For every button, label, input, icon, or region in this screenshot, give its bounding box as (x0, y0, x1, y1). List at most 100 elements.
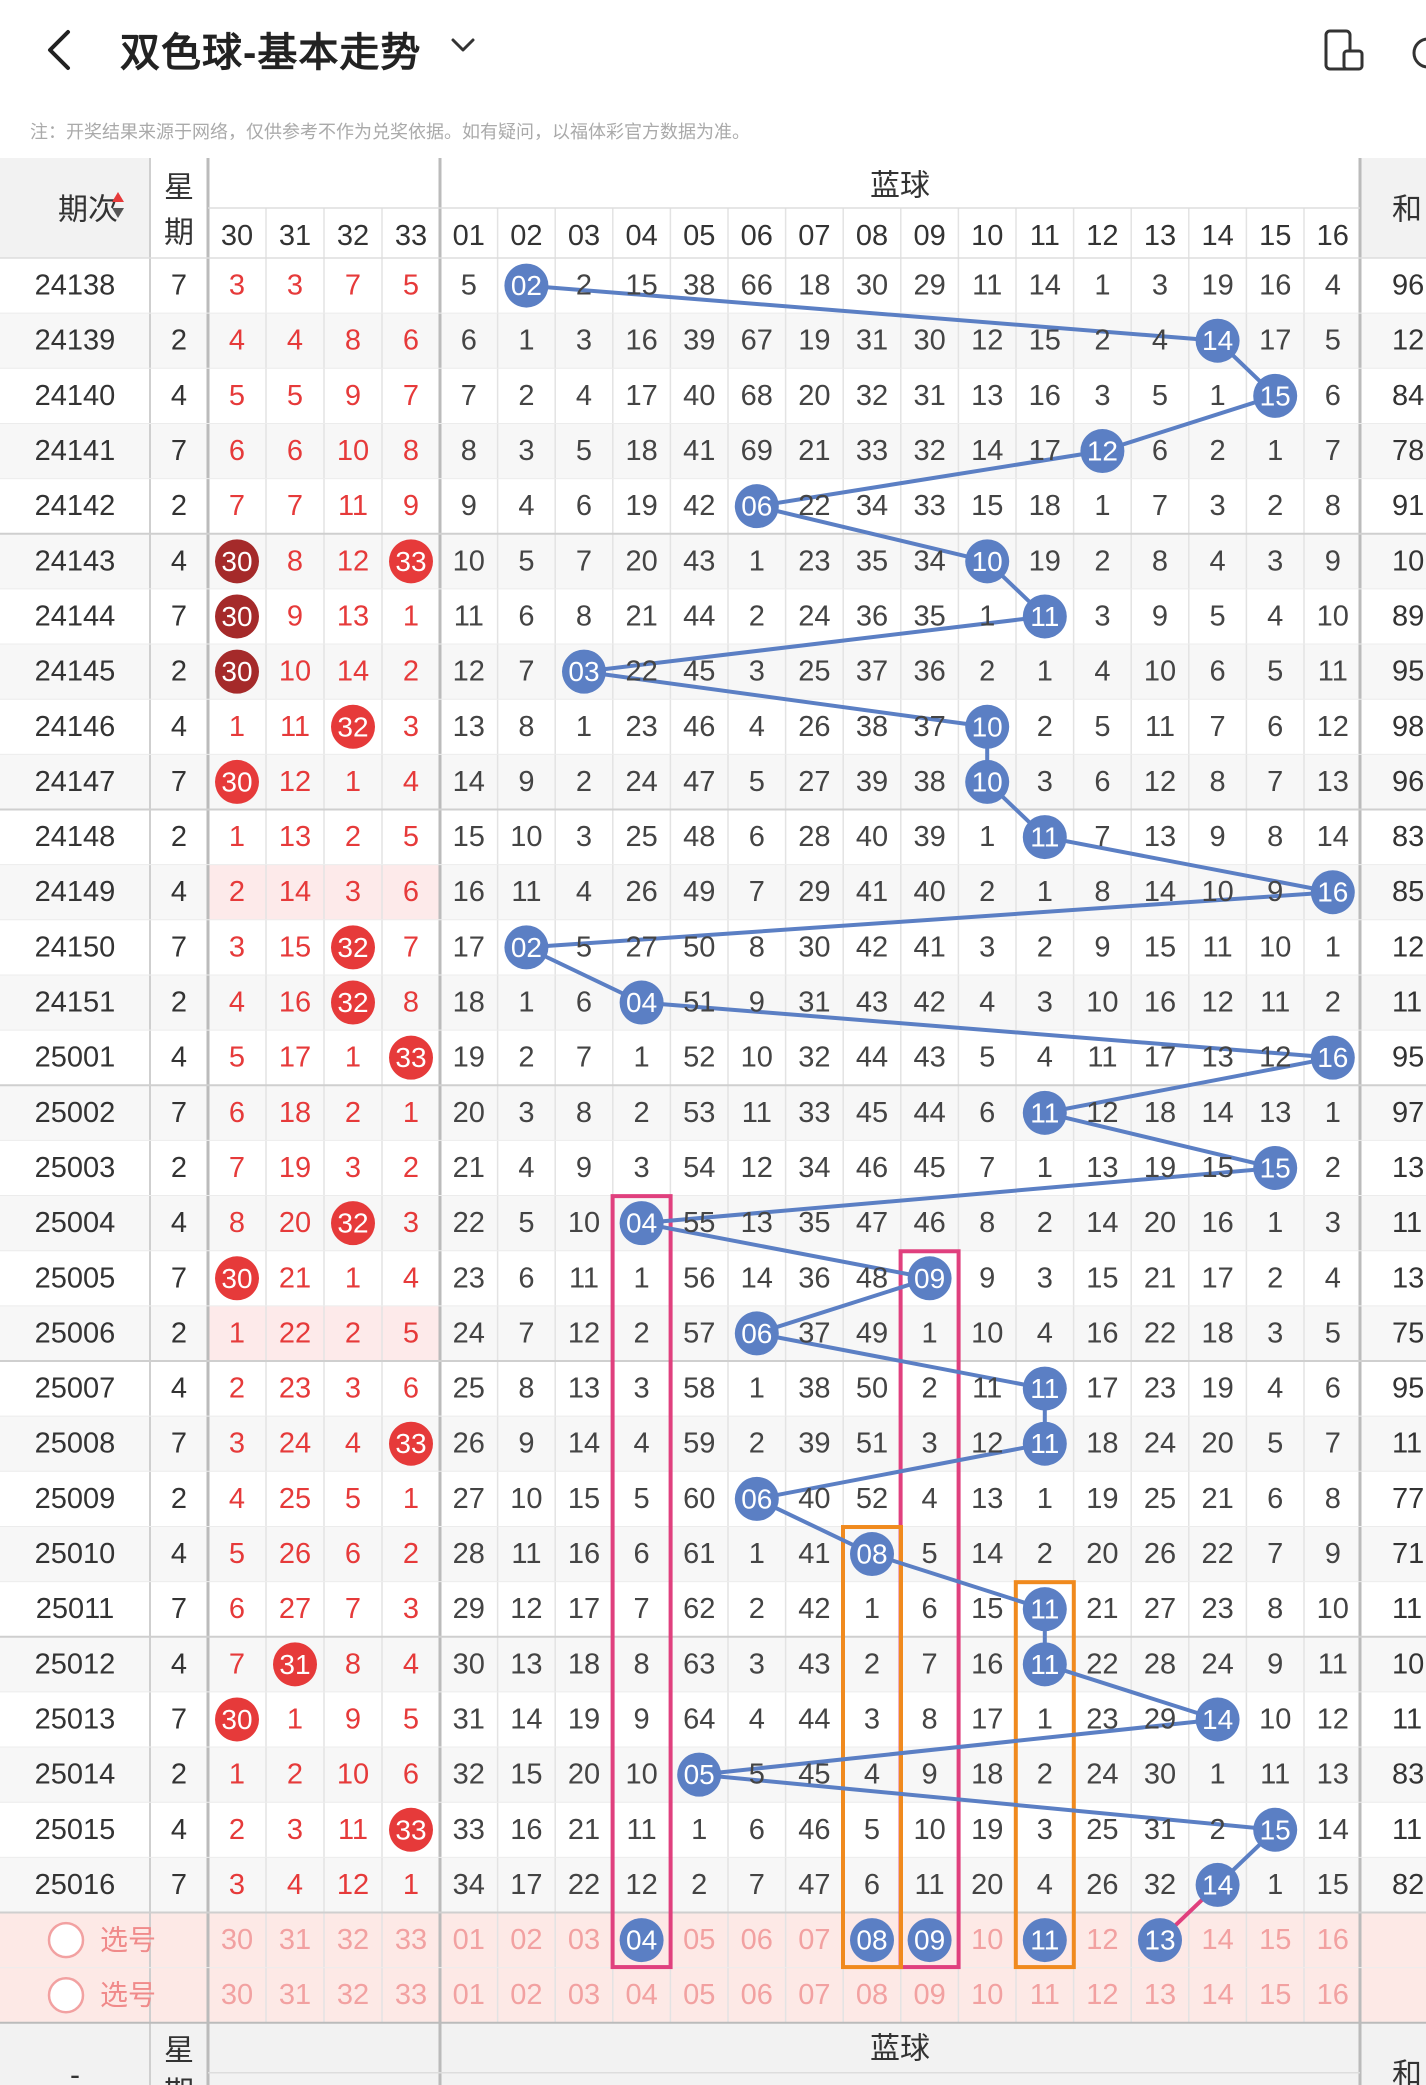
blue-miss-count: 12 (971, 325, 1003, 357)
blue-hit-ball (1253, 1145, 1298, 1190)
select-blue-option[interactable]: 05 (683, 1979, 715, 2011)
blue-miss-count: 26 (453, 1428, 485, 1460)
select-red-option[interactable]: 31 (279, 1979, 311, 2011)
selected-blue-number[interactable]: 08 (856, 1925, 887, 1956)
select-blue-option[interactable]: 04 (625, 1979, 657, 2011)
selected-blue-ball[interactable] (1022, 1918, 1067, 1963)
more-button[interactable] (1408, 27, 1426, 77)
red-miss-count: 2 (345, 1097, 361, 1129)
select-red-option[interactable]: 30 (221, 1924, 253, 1956)
blue-miss-count: 15 (453, 821, 485, 853)
select-blue-option[interactable]: 11 (1030, 1979, 1060, 2011)
select-blue-option[interactable]: 12 (1086, 1924, 1118, 1956)
blue-miss-count: 14 (1029, 270, 1061, 302)
blue-miss-count: 69 (741, 435, 773, 467)
blue-miss-count: 42 (798, 1593, 830, 1625)
red-miss-count: 24 (279, 1428, 311, 1460)
chevron-down-icon (451, 38, 475, 52)
back-button[interactable] (40, 22, 80, 78)
sort-icon[interactable] (112, 192, 124, 218)
issue-number: 24140 (35, 380, 116, 412)
select-blue-option[interactable]: 08 (856, 1979, 888, 2011)
select-blue-option[interactable]: 10 (971, 1979, 1003, 2011)
footer-week-header-1: 星 (164, 2034, 194, 2067)
select-radio[interactable] (47, 1921, 85, 1959)
blue-hit-number: 11 (1030, 1649, 1059, 1680)
blue-miss-count: 8 (979, 1207, 995, 1239)
select-red-option[interactable]: 33 (395, 1979, 427, 2011)
sum-value: 91 (1392, 490, 1424, 522)
blue-miss-count: 6 (518, 600, 534, 632)
select-blue-option[interactable]: 07 (798, 1924, 830, 1956)
red-miss-count: 3 (345, 876, 361, 908)
red-miss-count: 15 (279, 931, 311, 963)
blue-miss-count: 1 (864, 1593, 880, 1625)
blue-miss-count: 19 (568, 1703, 600, 1735)
blue-miss-count: 3 (1037, 1814, 1053, 1846)
select-blue-option[interactable]: 01 (453, 1979, 485, 2011)
select-blue-option[interactable]: 15 (1259, 1979, 1291, 2011)
blue-miss-count: 24 (798, 600, 830, 632)
select-blue-option[interactable]: 09 (913, 1979, 945, 2011)
blue-miss-count: 2 (576, 270, 592, 302)
sum-value: 10 (1392, 545, 1424, 577)
select-blue-option[interactable]: 06 (741, 1979, 773, 2011)
select-blue-option[interactable]: 03 (568, 1924, 600, 1956)
blue-hit-ball (1253, 373, 1298, 418)
select-blue-option[interactable]: 14 (1201, 1924, 1233, 1956)
select-blue-option[interactable]: 13 (1144, 1979, 1176, 2011)
blue-miss-count: 4 (864, 1759, 880, 1791)
blue-miss-count: 20 (625, 545, 657, 577)
selected-blue-ball[interactable] (619, 1918, 664, 1963)
select-blue-option[interactable]: 16 (1317, 1979, 1349, 2011)
red-miss-count: 8 (403, 987, 419, 1019)
blue-hit-number: 08 (856, 1539, 887, 1570)
select-blue-option[interactable]: 16 (1317, 1924, 1349, 1956)
select-blue-option[interactable]: 01 (453, 1924, 485, 1956)
selected-blue-number[interactable]: 09 (914, 1925, 945, 1956)
select-radio[interactable] (47, 1976, 85, 2014)
blue-miss-count: 6 (1210, 656, 1226, 688)
blue-miss-count: 52 (683, 1042, 715, 1074)
blue-miss-count: 11 (742, 1097, 772, 1129)
blue-miss-count: 19 (1144, 1152, 1176, 1184)
select-label[interactable]: 选号 (100, 1980, 156, 2011)
selected-blue-ball[interactable] (850, 1918, 894, 1963)
select-blue-option[interactable]: 03 (568, 1979, 600, 2011)
select-blue-option[interactable]: 10 (971, 1924, 1003, 1956)
select-blue-option[interactable]: 06 (741, 1924, 773, 1956)
red-hit-number: 32 (337, 932, 368, 963)
rotate-screen-button[interactable] (1318, 25, 1368, 75)
sum-value: 96 (1392, 766, 1424, 798)
select-blue-option[interactable]: 02 (510, 1979, 542, 2011)
select-red-option[interactable]: 33 (395, 1924, 427, 1956)
blue-miss-count: 41 (913, 931, 945, 963)
select-blue-option[interactable]: 05 (683, 1924, 715, 1956)
blue-miss-count: 14 (568, 1428, 600, 1460)
select-red-option[interactable]: 31 (279, 1924, 311, 1956)
selected-blue-ball[interactable] (1138, 1918, 1182, 1963)
blue-miss-count: 2 (864, 1648, 880, 1680)
select-red-option[interactable]: 32 (337, 1979, 369, 2011)
select-label[interactable]: 选号 (100, 1925, 156, 1956)
selected-blue-number[interactable]: 04 (626, 1925, 657, 1956)
selected-blue-number[interactable]: 11 (1030, 1925, 1059, 1956)
blue-miss-count: 11 (511, 1538, 541, 1570)
issue-header[interactable]: 期次 (58, 194, 118, 227)
select-red-option[interactable]: 32 (337, 1924, 369, 1956)
blue-miss-count: 39 (798, 1428, 830, 1460)
select-blue-option[interactable]: 15 (1259, 1924, 1291, 1956)
select-blue-option[interactable]: 07 (798, 1979, 830, 2011)
week-day: 2 (171, 490, 187, 522)
select-blue-option[interactable]: 14 (1201, 1979, 1233, 2011)
select-red-option[interactable]: 30 (221, 1979, 253, 2011)
select-blue-option[interactable]: 02 (510, 1924, 542, 1956)
select-blue-option[interactable]: 12 (1086, 1979, 1118, 2011)
selected-blue-number[interactable]: 13 (1144, 1925, 1175, 1956)
title-dropdown-button[interactable] (448, 30, 478, 60)
blue-miss-count: 1 (691, 1814, 707, 1846)
blue-miss-count: 57 (683, 1317, 715, 1349)
selected-blue-ball[interactable] (907, 1918, 952, 1963)
red-col-header: 30 (221, 220, 253, 252)
page-title[interactable]: 双色球-基本走势 (120, 31, 422, 75)
